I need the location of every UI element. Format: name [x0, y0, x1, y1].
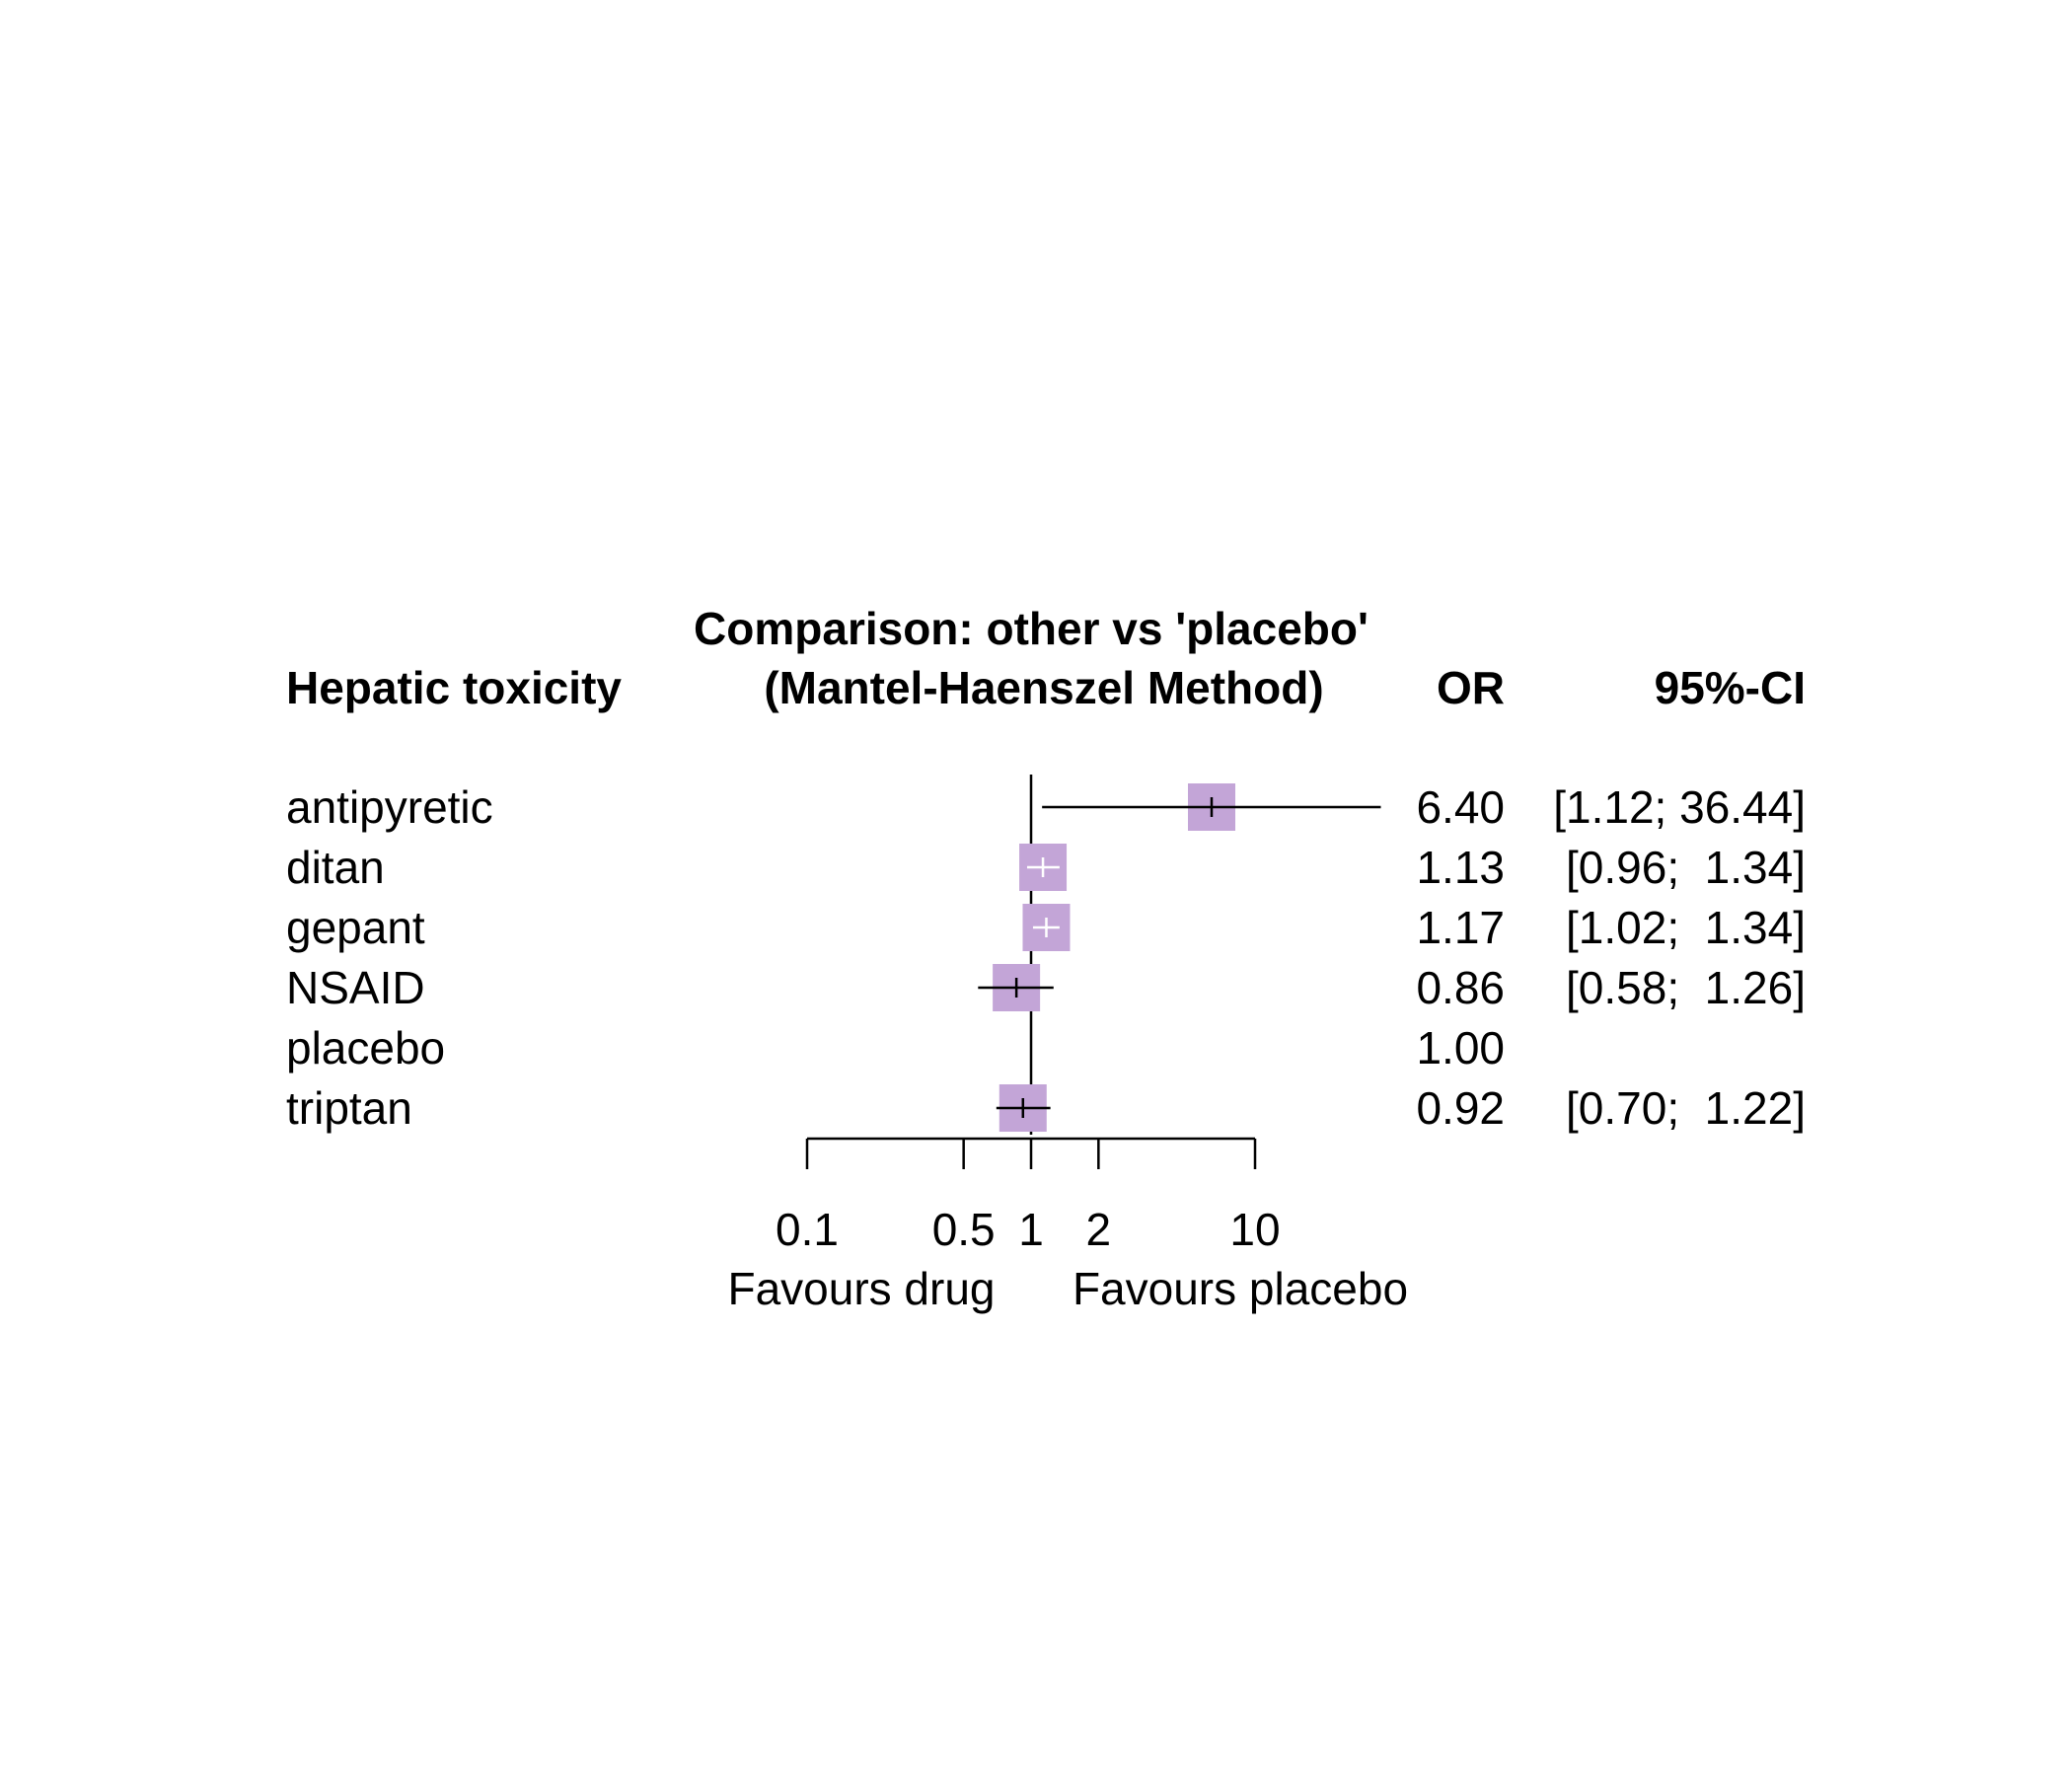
x-label-favours-drug: Favours drug [727, 1263, 995, 1314]
row-label: ditan [286, 842, 385, 893]
row-or-value: 1.17 [1416, 902, 1505, 953]
study-row-ditan: ditan 1.13 [0.96; 1.34] [286, 842, 1806, 893]
row-or-value: 1.00 [1416, 1022, 1505, 1073]
row-or-value: 1.13 [1416, 842, 1505, 893]
row-ci-value: [0.96; 1.34] [1566, 842, 1806, 893]
row-or-value: 0.86 [1416, 962, 1505, 1013]
x-tick-label: 10 [1229, 1204, 1280, 1255]
row-ci-value: [0.58; 1.26] [1566, 962, 1806, 1013]
label-column-header: Hepatic toxicity [286, 662, 622, 713]
or-column-header: OR [1437, 662, 1505, 713]
chart-title-line1: Comparison: other vs 'placebo' [694, 603, 1369, 654]
x-axis: 0.1 0.5 1 2 10 [776, 1137, 1281, 1255]
row-ci-value: [0.70; 1.22] [1566, 1082, 1806, 1134]
study-row-triptan: triptan 0.92 [0.70; 1.22] [286, 1082, 1806, 1134]
x-tick-label: 2 [1086, 1204, 1112, 1255]
ci-column-header: 95%-CI [1655, 662, 1806, 713]
study-row-nsaid: NSAID 0.86 [0.58; 1.26] [286, 962, 1806, 1013]
study-rows: antipyretic 6.40 [1.12; 36.44] ditan 1.13 [0.… [286, 775, 1806, 1135]
row-label: gepant [286, 902, 425, 953]
study-row-antipyretic: antipyretic 6.40 [1.12; 36.44] [286, 781, 1806, 833]
row-or-value: 6.40 [1416, 781, 1505, 833]
x-tick-label: 0.1 [776, 1204, 839, 1255]
study-row-gepant: gepant 1.17 [1.02; 1.34] [286, 902, 1806, 953]
x-tick-label: 0.5 [932, 1204, 996, 1255]
row-ci-value: [1.02; 1.34] [1566, 902, 1806, 953]
row-label: triptan [286, 1082, 412, 1134]
x-label-favours-placebo: Favours placebo [1073, 1263, 1408, 1314]
row-label: NSAID [286, 962, 425, 1013]
x-tick-label: 1 [1018, 1204, 1044, 1255]
row-label: antipyretic [286, 781, 493, 833]
chart-title-line2: (Mantel-Haenszel Method) [764, 662, 1323, 713]
row-ci-value: [1.12; 36.44] [1553, 781, 1806, 833]
study-row-placebo: placebo 1.00 [286, 1022, 1505, 1073]
row-label: placebo [286, 1022, 445, 1073]
row-or-value: 0.92 [1416, 1082, 1505, 1134]
